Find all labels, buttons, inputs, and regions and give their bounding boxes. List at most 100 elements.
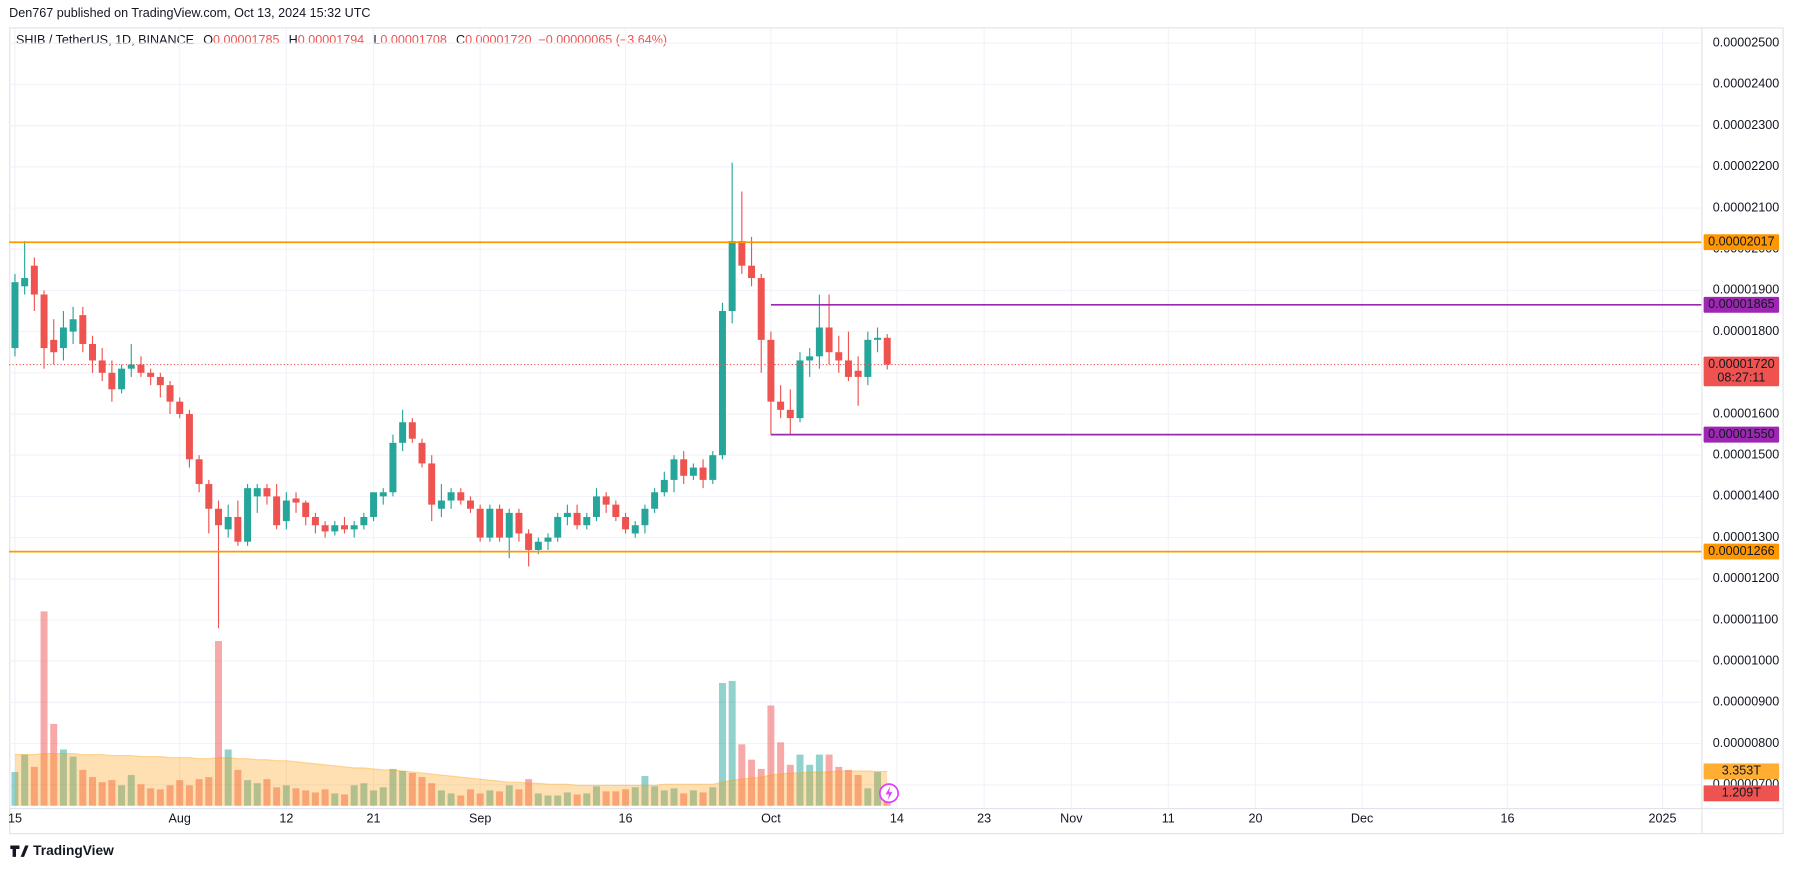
ohlc-key: H — [289, 33, 298, 47]
x-tick-label: 16 — [619, 812, 633, 826]
volume-label-box — [1703, 785, 1780, 802]
volume-bar — [350, 785, 358, 806]
volume-bar — [244, 780, 252, 806]
candle-body — [59, 327, 67, 349]
volume-bar — [389, 768, 397, 806]
volume-bar — [98, 782, 106, 806]
volume-bar — [874, 771, 882, 806]
candle-body — [79, 315, 87, 344]
volume-bar — [30, 766, 38, 806]
candle-body — [447, 492, 455, 501]
candle-body — [340, 525, 348, 530]
candle-body — [631, 525, 639, 534]
volume-bar — [40, 611, 48, 806]
volume-bar — [437, 790, 445, 806]
x-tick-label: 2025 — [1649, 812, 1677, 826]
x-tick-label: 11 — [1162, 812, 1175, 826]
volume-bar — [748, 759, 756, 806]
y-tick-label: 0.00001400 — [1713, 489, 1779, 503]
candle-body — [263, 488, 271, 497]
candle-body — [767, 339, 775, 402]
candle-body — [825, 327, 833, 353]
volume-bar — [699, 792, 707, 806]
volume-bar — [466, 789, 474, 806]
volume-bar — [408, 772, 416, 806]
candle-body — [815, 327, 823, 357]
symbol: SHIB / TetherUS, 1D, BINANCE — [16, 33, 194, 47]
volume-bar — [641, 776, 649, 806]
candle-body — [554, 516, 562, 538]
candle-body — [806, 356, 814, 361]
candle-body — [30, 265, 38, 295]
candle-body — [709, 455, 717, 480]
volume-bar — [806, 764, 814, 806]
candle-body — [176, 401, 184, 415]
volume-bar — [428, 783, 436, 806]
candle-body — [108, 372, 116, 390]
x-tick-label: 23 — [977, 812, 991, 826]
candle-body — [379, 492, 387, 497]
volume-bar — [854, 775, 862, 806]
y-tick-label: 0.00001500 — [1713, 448, 1779, 462]
candle-body — [21, 278, 29, 287]
volume-bar — [340, 794, 348, 806]
footer-brand: TradingView — [33, 843, 114, 858]
y-tick-label: 0.00001300 — [1713, 530, 1779, 544]
volume-bar — [176, 780, 184, 806]
volume-bar — [602, 791, 610, 806]
volume-bar — [651, 786, 659, 806]
candle-body — [602, 496, 610, 505]
y-tick-label: 0.00000800 — [1713, 736, 1779, 750]
candle-body — [544, 537, 552, 542]
countdown: 08:27:11 — [1717, 371, 1765, 385]
volume-bar — [234, 769, 242, 806]
volume-ma-area — [14, 753, 888, 806]
ohlc-key: L — [373, 33, 380, 47]
x-tick-label: 21 — [367, 812, 381, 826]
volume-bar — [59, 749, 67, 806]
volume-bar — [79, 769, 87, 806]
volume-bar — [525, 779, 533, 806]
candle-body — [127, 364, 135, 369]
volume-bar — [786, 764, 794, 806]
candle-body — [273, 496, 281, 526]
candle-body — [476, 508, 484, 538]
level-label: 0.00002017 — [1708, 235, 1774, 249]
volume-bar — [215, 641, 222, 806]
candle-body — [854, 370, 862, 377]
candle-body — [437, 500, 445, 509]
ohlc-value: 0.00001785 — [213, 33, 279, 47]
x-tick-label: 20 — [1249, 812, 1263, 826]
candle-body — [156, 376, 164, 386]
volume-bar — [418, 777, 426, 806]
frame — [9, 27, 1784, 835]
volume-bar — [21, 754, 29, 806]
candle-body — [748, 265, 756, 279]
volume-bar — [263, 779, 271, 806]
candle-body — [728, 240, 736, 312]
volume-bar — [583, 793, 591, 806]
volume-bar — [796, 754, 804, 806]
candle-body — [11, 282, 19, 349]
volume-bar — [689, 790, 697, 806]
candle-body — [592, 496, 600, 517]
volume-bar — [311, 792, 319, 806]
volume-bar — [282, 785, 290, 806]
candle-body — [292, 498, 300, 503]
candle-body — [864, 339, 872, 377]
y-tick-label: 0.00002400 — [1713, 77, 1779, 91]
last-price-box — [1703, 356, 1780, 387]
candle-body — [311, 516, 319, 526]
volume-bar — [757, 768, 765, 806]
plot-area: 0.000007000.000008000.000009000.00001000… — [8, 28, 1780, 826]
x-tick-label: 14 — [890, 812, 904, 826]
candle-body — [670, 459, 678, 480]
x-tick-label: Dec — [1351, 812, 1373, 826]
candle-body — [622, 516, 630, 530]
volume-bar — [224, 749, 232, 806]
publisher: Den767 published on TradingView.com, Oct… — [9, 6, 370, 20]
volume-bar — [612, 791, 620, 806]
candle-body — [98, 360, 106, 373]
candle-body — [612, 504, 620, 517]
